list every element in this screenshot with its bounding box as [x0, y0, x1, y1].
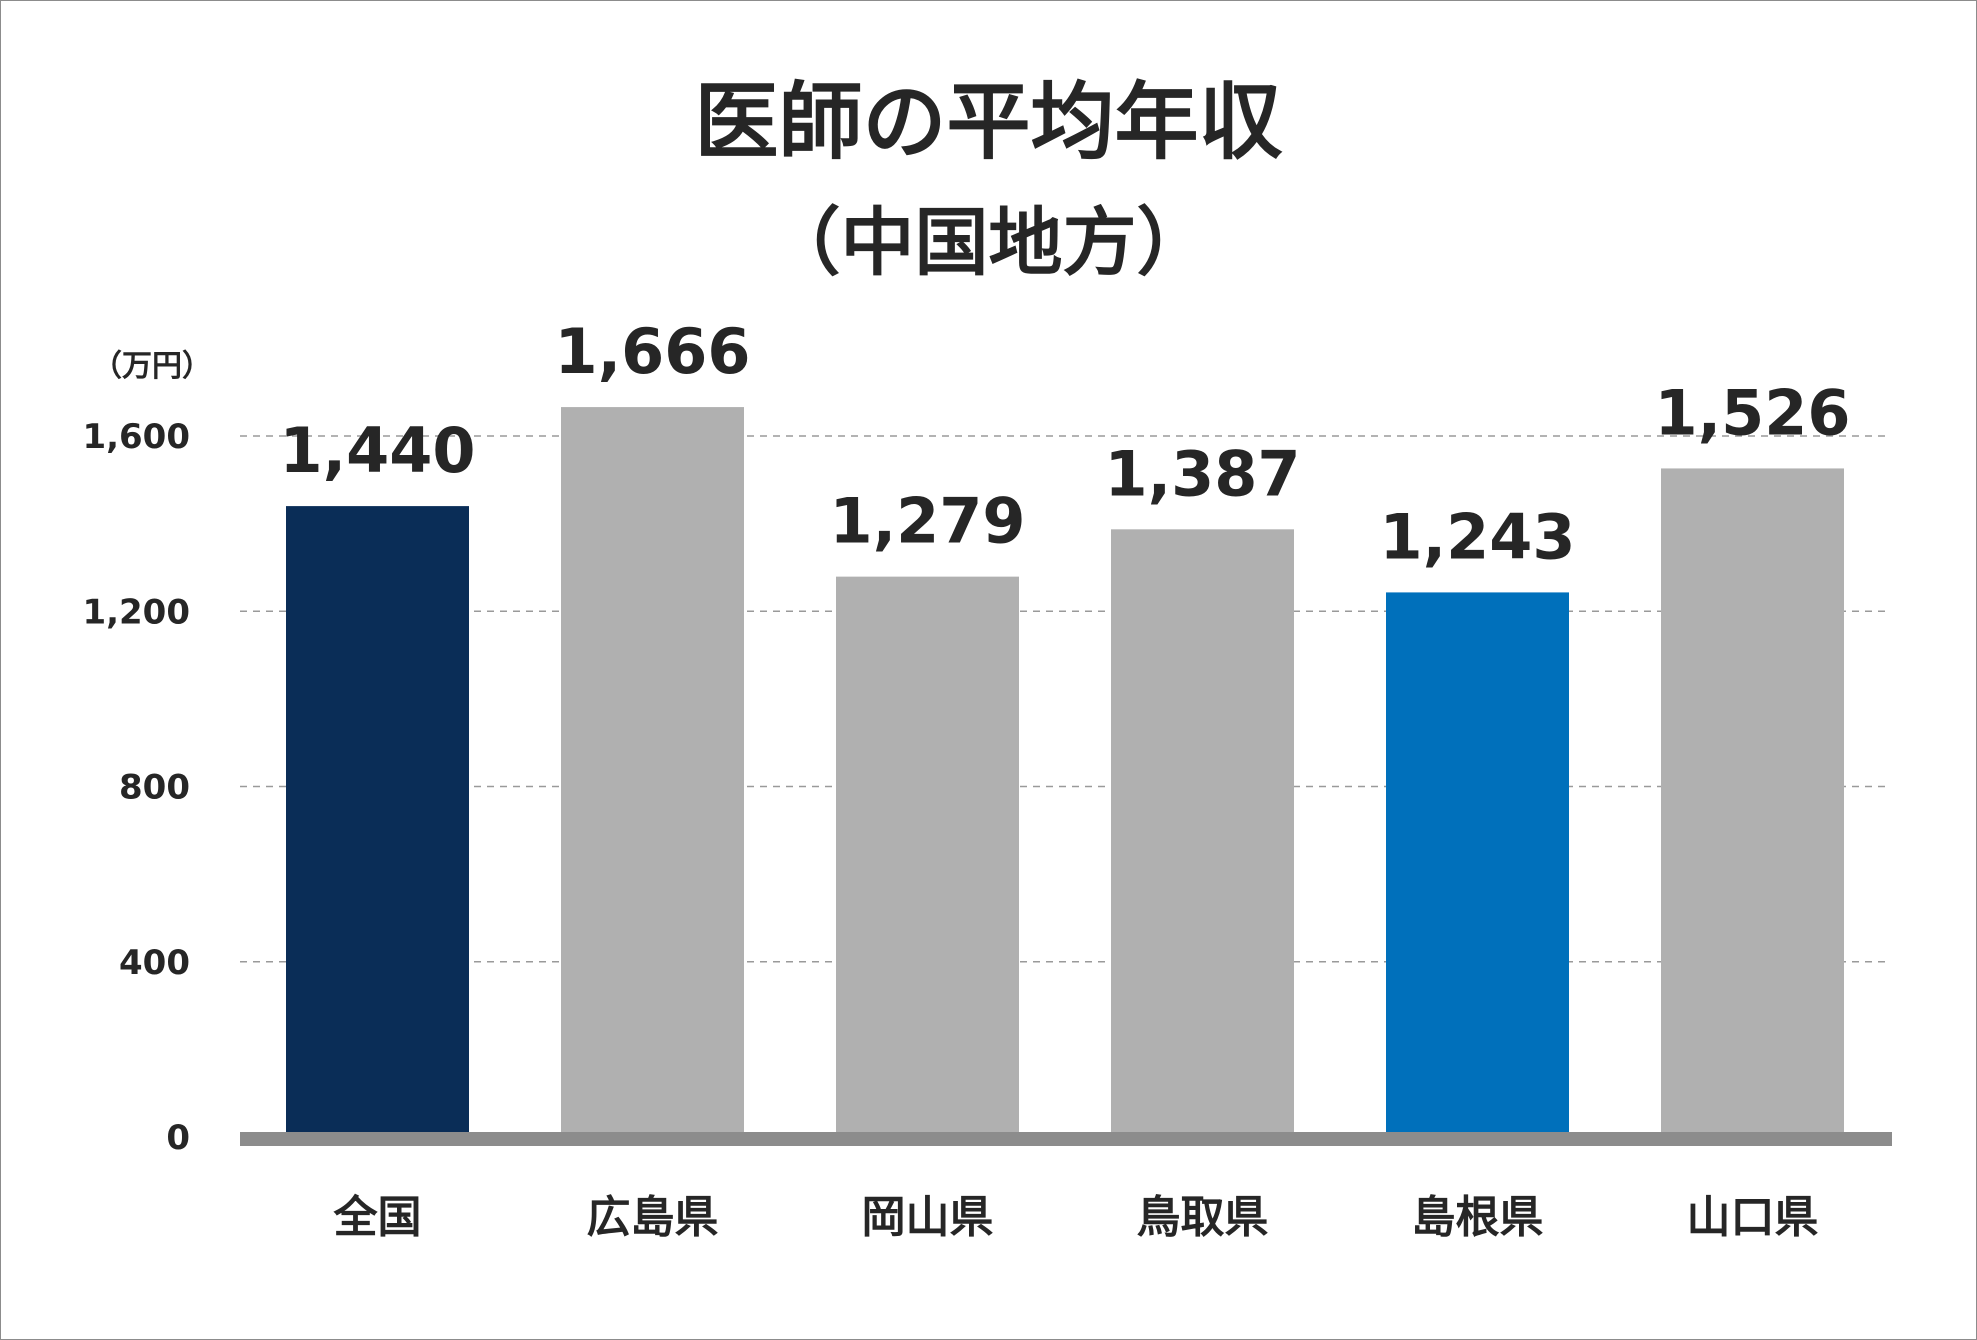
- data-label: 1,666: [554, 315, 750, 388]
- y-tick-label: 400: [119, 943, 190, 983]
- x-category-label: 鳥取県: [1137, 1192, 1269, 1243]
- x-category-label: 岡山県: [862, 1192, 994, 1243]
- gridlines: [240, 435, 1890, 963]
- data-label: 1,243: [1379, 500, 1575, 573]
- bar: [1661, 468, 1844, 1137]
- x-category-label: 島根県: [1412, 1192, 1544, 1243]
- chart-subtitle: （中国地方）: [766, 200, 1211, 286]
- bars: [286, 407, 1844, 1138]
- bar: [286, 506, 469, 1138]
- y-tick-label: 800: [119, 768, 190, 808]
- y-tick-label: 1,600: [82, 417, 190, 457]
- x-category-label: 山口県: [1687, 1192, 1819, 1243]
- y-axis-unit-label: （万円）: [92, 349, 212, 384]
- bar: [836, 576, 1019, 1137]
- data-label: 1,526: [1654, 376, 1850, 449]
- data-label: 1,279: [829, 485, 1025, 558]
- data-labels: 1,440 1,666 1,279 1,387 1,243 1,526: [279, 315, 1850, 573]
- x-axis-categories: 全国 広島県 岡山県 鳥取県 島根県 山口県: [333, 1192, 1819, 1243]
- y-tick-label: 0: [166, 1118, 190, 1158]
- x-category-label: 全国: [333, 1192, 422, 1243]
- bar: [561, 407, 744, 1137]
- y-axis-ticks: 0 400 800 1,200 1,600: [82, 417, 190, 1158]
- chart-title: 医師の平均年収: [694, 73, 1283, 171]
- y-tick-label: 1,200: [82, 592, 190, 632]
- data-label: 1,387: [1104, 437, 1300, 510]
- bar: [1111, 529, 1294, 1137]
- data-label: 1,440: [279, 414, 475, 487]
- x-axis-baseline: [240, 1132, 1892, 1146]
- bar: [1386, 592, 1569, 1137]
- x-category-label: 広島県: [587, 1192, 719, 1243]
